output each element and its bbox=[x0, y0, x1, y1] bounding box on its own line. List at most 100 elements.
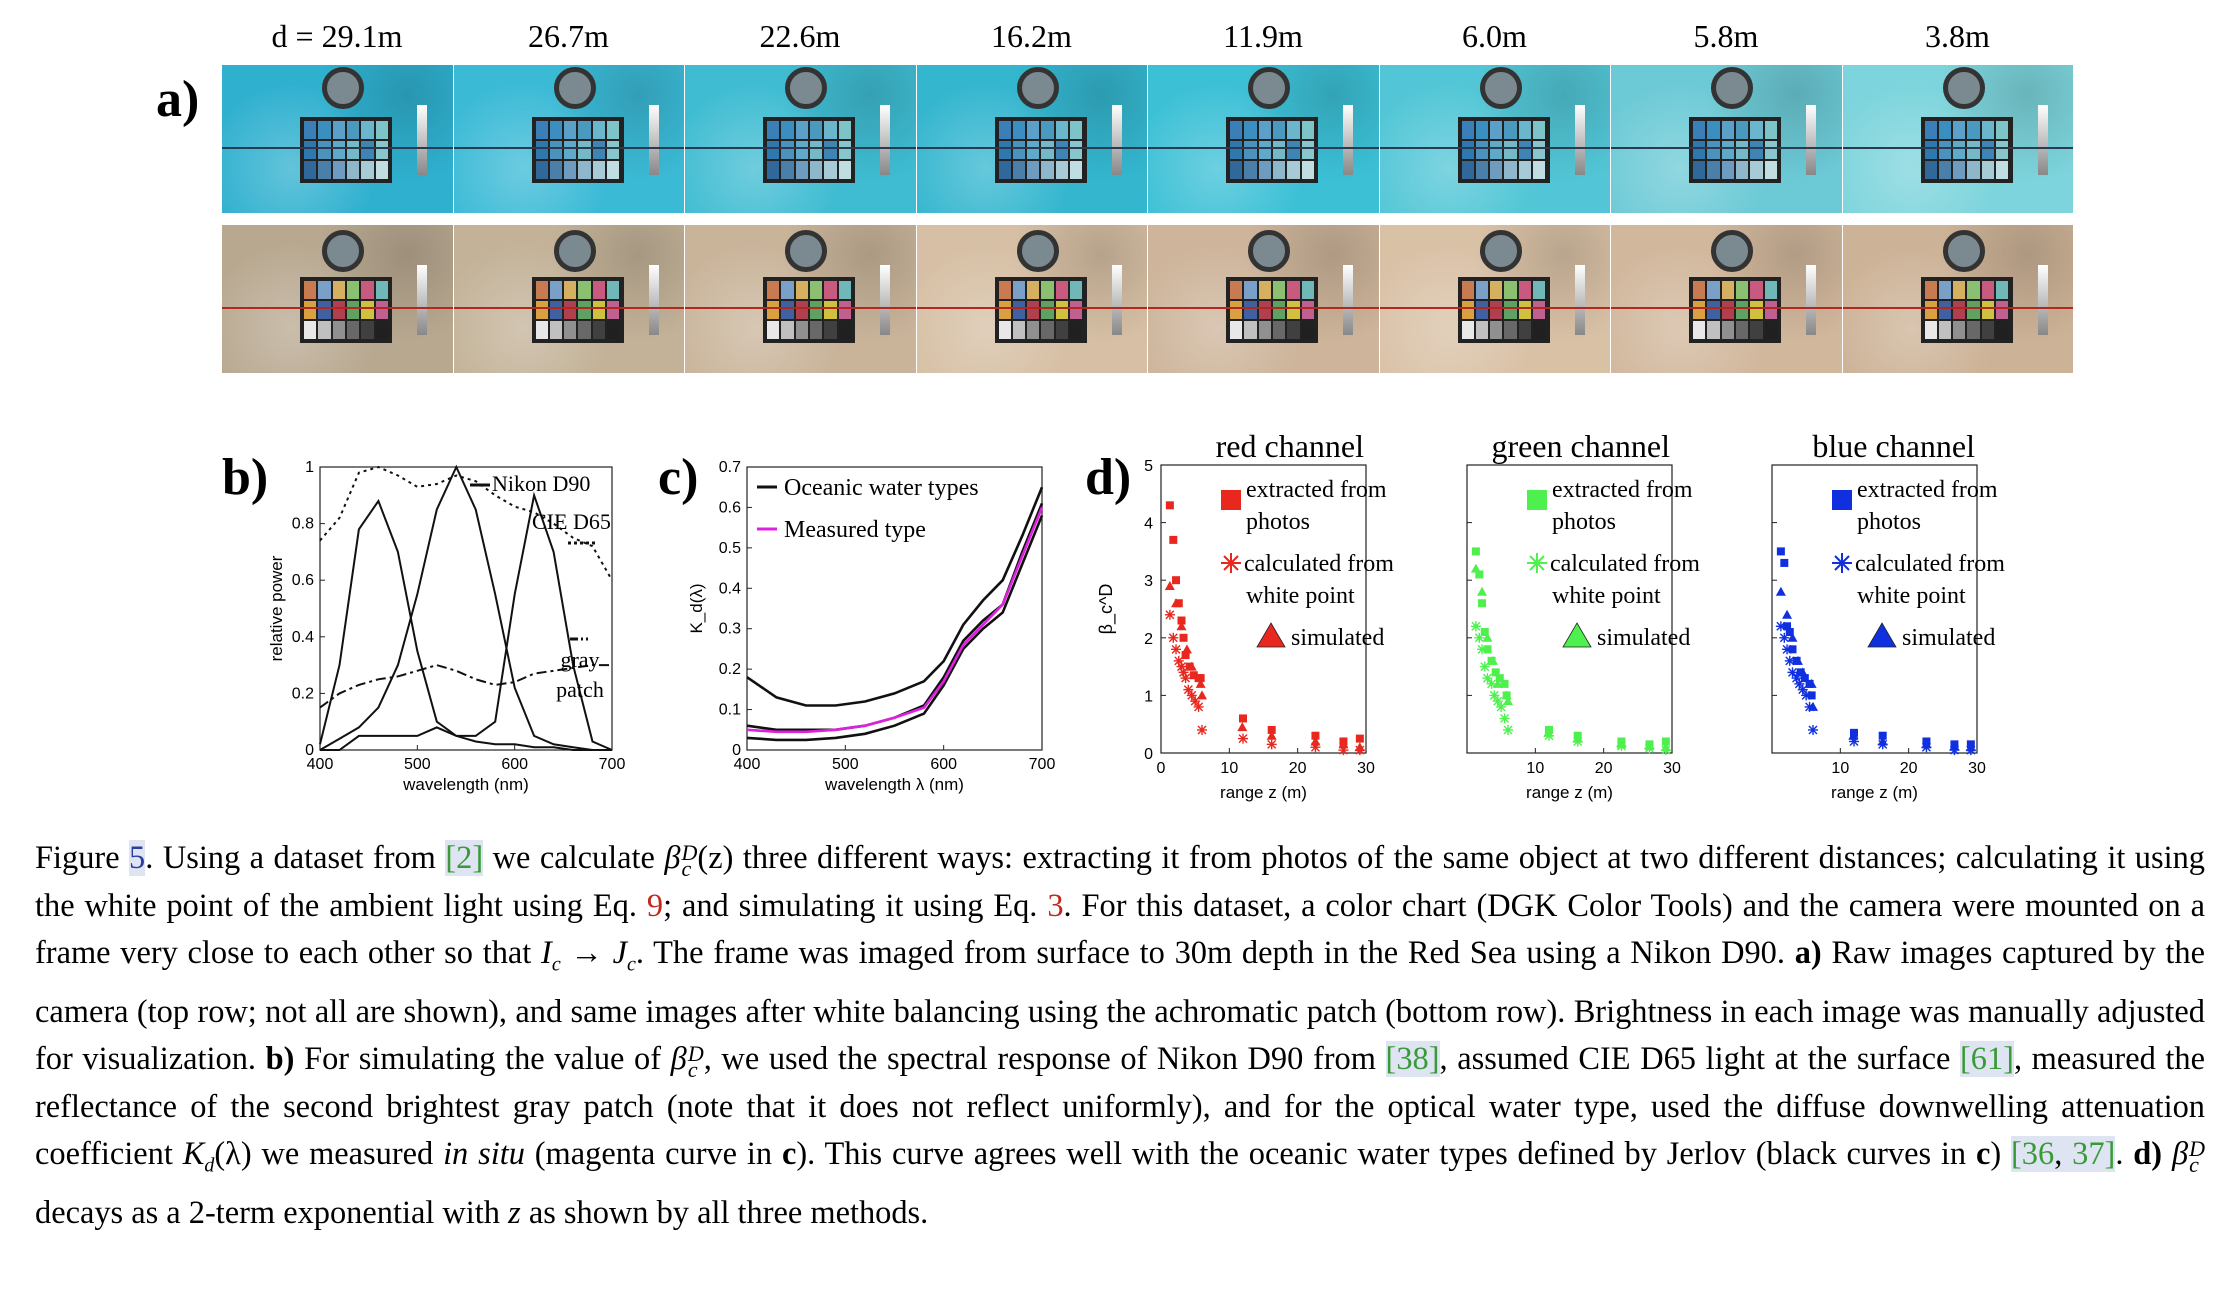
data-point bbox=[1477, 586, 1488, 596]
color-swatch bbox=[1012, 321, 1026, 339]
x-tick-label: 600 bbox=[930, 756, 957, 773]
color-swatch bbox=[1721, 321, 1734, 339]
color-swatch bbox=[1721, 141, 1734, 159]
legend-label: extracted from bbox=[1246, 477, 1387, 503]
color-swatch bbox=[1504, 121, 1517, 139]
color-swatch bbox=[824, 321, 837, 339]
data-point bbox=[1784, 655, 1795, 666]
color-swatch bbox=[564, 121, 577, 139]
color-swatch bbox=[1518, 301, 1532, 319]
color-swatch bbox=[346, 281, 360, 299]
color-swatch bbox=[361, 281, 374, 299]
y-tick-label: 0 bbox=[1144, 746, 1153, 763]
caption-bold-a: a) bbox=[1794, 935, 1822, 971]
color-swatch bbox=[1504, 141, 1517, 159]
color-chart bbox=[763, 277, 855, 343]
panel-c-chart: 400 500 600 700 0 0.1 0.2 0.3 0.4 0.5 0.6 0.7 wavele… bbox=[687, 459, 1055, 794]
data-point bbox=[1197, 724, 1207, 735]
citation-61[interactable]: [61] bbox=[1959, 1041, 2014, 1078]
color-swatch bbox=[1461, 301, 1474, 319]
citation-36[interactable]: [36 bbox=[2011, 1136, 2055, 1173]
color-swatch bbox=[1924, 281, 1937, 299]
y-axis-label: K_d(λ) bbox=[687, 583, 706, 633]
legend-swatch bbox=[1832, 490, 1852, 510]
color-swatch bbox=[1272, 141, 1286, 159]
color-swatch bbox=[824, 301, 837, 319]
color-swatch bbox=[549, 141, 563, 159]
distance-label: 3.8m bbox=[1925, 18, 1990, 54]
camera-lens bbox=[322, 230, 364, 272]
color-swatch bbox=[549, 161, 563, 179]
color-swatch bbox=[346, 141, 360, 159]
color-swatch bbox=[1041, 121, 1054, 139]
data-point bbox=[1878, 731, 1887, 740]
color-swatch bbox=[578, 121, 591, 139]
figure-ref[interactable]: 5 bbox=[129, 840, 146, 876]
gray-strip bbox=[880, 265, 890, 335]
rope bbox=[453, 307, 684, 309]
white-balanced-photo bbox=[453, 225, 684, 373]
gray-strip bbox=[2037, 265, 2048, 335]
color-swatch bbox=[564, 321, 577, 339]
color-swatch bbox=[1707, 321, 1720, 339]
color-swatch bbox=[304, 121, 317, 139]
color-swatch bbox=[1055, 321, 1069, 339]
caption-text: , we used the spectral response of Nikon… bbox=[703, 1041, 1386, 1078]
equation-ref-3[interactable]: 3 bbox=[1047, 887, 1064, 924]
white-balanced-photo bbox=[1611, 225, 1842, 373]
color-swatch bbox=[1041, 321, 1054, 339]
color-swatch bbox=[781, 141, 794, 159]
color-swatch bbox=[361, 321, 374, 339]
color-swatch bbox=[1287, 301, 1300, 319]
gray-strip bbox=[1574, 105, 1585, 175]
data-point bbox=[1176, 621, 1187, 631]
distance-label: 11.9m bbox=[1223, 18, 1303, 54]
camera-lens bbox=[1248, 67, 1290, 109]
gray-strip bbox=[1111, 265, 1122, 335]
legend-label: simulated bbox=[1597, 625, 1690, 651]
color-swatch bbox=[535, 321, 548, 339]
white-balanced-photo bbox=[916, 225, 1147, 373]
color-swatch bbox=[1981, 141, 1995, 159]
color-swatch bbox=[1475, 301, 1489, 319]
color-swatch bbox=[607, 141, 620, 159]
color-swatch bbox=[304, 141, 317, 159]
asterisk-stroke bbox=[1776, 621, 1786, 631]
color-swatch bbox=[838, 301, 851, 319]
color-swatch bbox=[1693, 281, 1706, 299]
caption-text: . The frame was imaged from surface to 3… bbox=[635, 935, 1795, 971]
color-swatch bbox=[1287, 161, 1300, 179]
color-swatch bbox=[838, 121, 851, 139]
data-point bbox=[1572, 733, 1583, 743]
equation-ref-9[interactable]: 9 bbox=[646, 887, 664, 924]
citation-38[interactable]: [38] bbox=[1385, 1041, 1440, 1078]
color-swatch bbox=[535, 141, 548, 159]
color-swatch bbox=[1750, 121, 1763, 139]
color-swatch bbox=[1981, 121, 1995, 139]
color-swatch bbox=[998, 141, 1011, 159]
data-point bbox=[1808, 701, 1818, 711]
channel-title: blue channel bbox=[1812, 428, 1975, 464]
citation-2[interactable]: [2] bbox=[445, 840, 484, 876]
gray-strip bbox=[1806, 265, 1816, 335]
color-swatch bbox=[1230, 281, 1243, 299]
data-point bbox=[1489, 690, 1500, 701]
color-swatch bbox=[592, 121, 606, 139]
y-tick-label: 0.3 bbox=[719, 621, 741, 638]
panel-d-label: d) bbox=[1085, 449, 1132, 506]
color-swatch bbox=[1938, 321, 1952, 339]
color-swatch bbox=[1750, 141, 1763, 159]
color-swatch bbox=[1461, 281, 1474, 299]
color-swatch bbox=[564, 141, 577, 159]
color-swatch bbox=[1041, 141, 1054, 159]
gray-strip bbox=[1111, 105, 1122, 175]
color-swatch bbox=[1953, 301, 1966, 319]
citation-37[interactable]: 37] bbox=[2072, 1136, 2116, 1173]
color-swatch bbox=[1244, 301, 1257, 319]
rope bbox=[1842, 307, 2073, 309]
color-swatch bbox=[998, 121, 1011, 139]
color-swatch bbox=[1533, 301, 1546, 319]
color-swatch bbox=[1012, 281, 1026, 299]
data-point bbox=[1338, 739, 1349, 749]
x-axis-label: wavelength (nm) bbox=[402, 775, 529, 794]
